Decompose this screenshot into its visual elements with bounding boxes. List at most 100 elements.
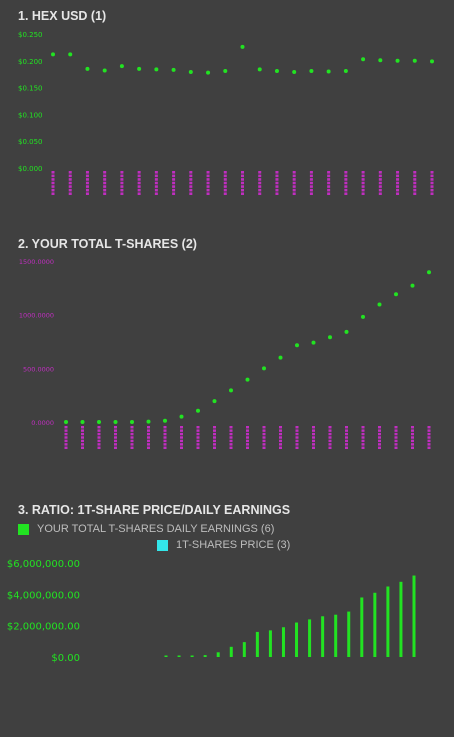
- data-point: [326, 69, 331, 74]
- x-tick-label: [378, 171, 382, 195]
- data-point: [64, 420, 68, 424]
- data-point: [212, 399, 217, 404]
- panel-1-title: 1. HEX USD (1): [18, 9, 107, 23]
- x-tick-label: [130, 426, 134, 449]
- x-tick-label: [345, 426, 348, 449]
- y-tick-label: 0.0000: [31, 419, 54, 427]
- data-point: [295, 343, 299, 348]
- y-tick-label: $0.150: [18, 85, 43, 93]
- bar: [281, 627, 285, 657]
- y-tick-label: 500.0000: [23, 365, 54, 373]
- x-tick-label: [137, 171, 141, 195]
- ratio-panel: 3. RATIO: 1T-SHARE PRICE/DAILY EARNINGS …: [0, 495, 454, 737]
- x-tick-label: [262, 426, 266, 449]
- x-tick-label: [411, 426, 414, 449]
- panel-3-title: 3. RATIO: 1T-SHARE PRICE/DAILY EARNINGS: [18, 503, 291, 517]
- hex-usd-panel: 1. HEX USD (1) $0.250 $0.200 $0.150 $0.100 $…: [0, 0, 454, 220]
- data-point: [278, 355, 283, 360]
- bar: [295, 622, 299, 657]
- x-tick-label: [279, 426, 282, 449]
- y-tick-label: $0.200: [18, 58, 43, 66]
- data-point: [179, 414, 184, 419]
- bar: [255, 631, 259, 657]
- bar: [177, 655, 181, 657]
- legend-price[interactable]: 1T-SHARES PRICE (3): [157, 539, 290, 551]
- data-point: [361, 57, 366, 62]
- data-point: [154, 67, 159, 72]
- data-point: [343, 68, 348, 73]
- x-tick-label: [292, 171, 296, 195]
- x-tick-label: [295, 426, 299, 449]
- data-point: [328, 335, 332, 340]
- x-tick-label: [344, 171, 348, 195]
- x-tick-label: [223, 171, 227, 195]
- x-tick-label: [430, 171, 434, 195]
- data-point: [206, 70, 211, 75]
- x-tick-label: [229, 426, 233, 449]
- panel-2-title: 2. YOUR TOTAL T-SHARES (2): [18, 237, 197, 251]
- x-tick-label: [85, 171, 89, 195]
- data-point: [80, 420, 85, 424]
- x-tick-label: [328, 426, 332, 449]
- data-point: [262, 366, 266, 371]
- legend-swatch-earnings: [18, 523, 29, 535]
- bar: [164, 655, 168, 657]
- x-tick-label: [361, 426, 365, 449]
- x-tick-label: [258, 171, 262, 195]
- x-tick-label: [163, 426, 167, 449]
- data-point: [97, 420, 101, 424]
- data-point: [245, 377, 250, 382]
- data-point: [378, 58, 383, 63]
- data-point: [130, 420, 134, 424]
- y-tick-label: $0.050: [18, 138, 43, 146]
- x-tick-label: [81, 426, 84, 449]
- data-point: [85, 66, 90, 71]
- hex-usd-chart: $0.250 $0.200 $0.150 $0.100 $0.050 $0.000: [18, 31, 434, 195]
- x-tick-label: [213, 426, 216, 449]
- data-point: [410, 283, 415, 288]
- data-point: [163, 418, 167, 423]
- x-tick-label: [241, 171, 244, 195]
- data-point: [377, 302, 382, 307]
- bar: [308, 619, 312, 657]
- x-tick-label: [64, 426, 68, 449]
- data-point: [223, 68, 228, 73]
- data-point: [137, 66, 142, 71]
- data-point: [344, 329, 349, 334]
- legend-label-price: 1T-SHARES PRICE (3): [176, 539, 291, 551]
- data-point: [309, 68, 314, 73]
- y-tick-label: $0.000: [18, 165, 43, 173]
- data-point: [196, 408, 200, 413]
- data-point: [394, 292, 398, 297]
- x-tick-label: [97, 426, 101, 449]
- x-tick-label: [413, 171, 417, 195]
- data-point: [395, 58, 400, 63]
- y-tick-label: $4,000,000.00: [7, 590, 80, 601]
- bar: [334, 614, 338, 657]
- data-point: [113, 420, 118, 424]
- bar: [399, 581, 403, 657]
- legend-swatch-price: [157, 539, 168, 551]
- data-point: [119, 64, 124, 69]
- legend-earnings[interactable]: YOUR TOTAL T-SHARES DAILY EARNINGS (6): [18, 523, 274, 535]
- x-tick-label: [275, 171, 279, 195]
- bar: [216, 652, 220, 657]
- y-tick-label: $0.00: [51, 653, 80, 664]
- bar: [347, 611, 351, 657]
- legend-label-earnings: YOUR TOTAL T-SHARES DAILY EARNINGS (6): [37, 523, 275, 535]
- data-point: [229, 388, 233, 393]
- x-tick-label: [246, 426, 249, 449]
- x-tick-label: [327, 171, 331, 195]
- data-point: [240, 44, 245, 49]
- data-point: [257, 67, 262, 72]
- x-tick-label: [378, 426, 381, 449]
- x-tick-label: [180, 426, 183, 449]
- bar: [360, 597, 364, 657]
- data-point: [274, 68, 279, 73]
- bar: [229, 646, 233, 657]
- y-tick-label: $0.250: [18, 31, 43, 39]
- data-point: [171, 67, 176, 72]
- data-point: [430, 59, 434, 64]
- ratio-chart: $6,000,000.00 $4,000,000.00 $2,000,000.00 $…: [7, 559, 416, 664]
- x-tick-label: [427, 426, 431, 449]
